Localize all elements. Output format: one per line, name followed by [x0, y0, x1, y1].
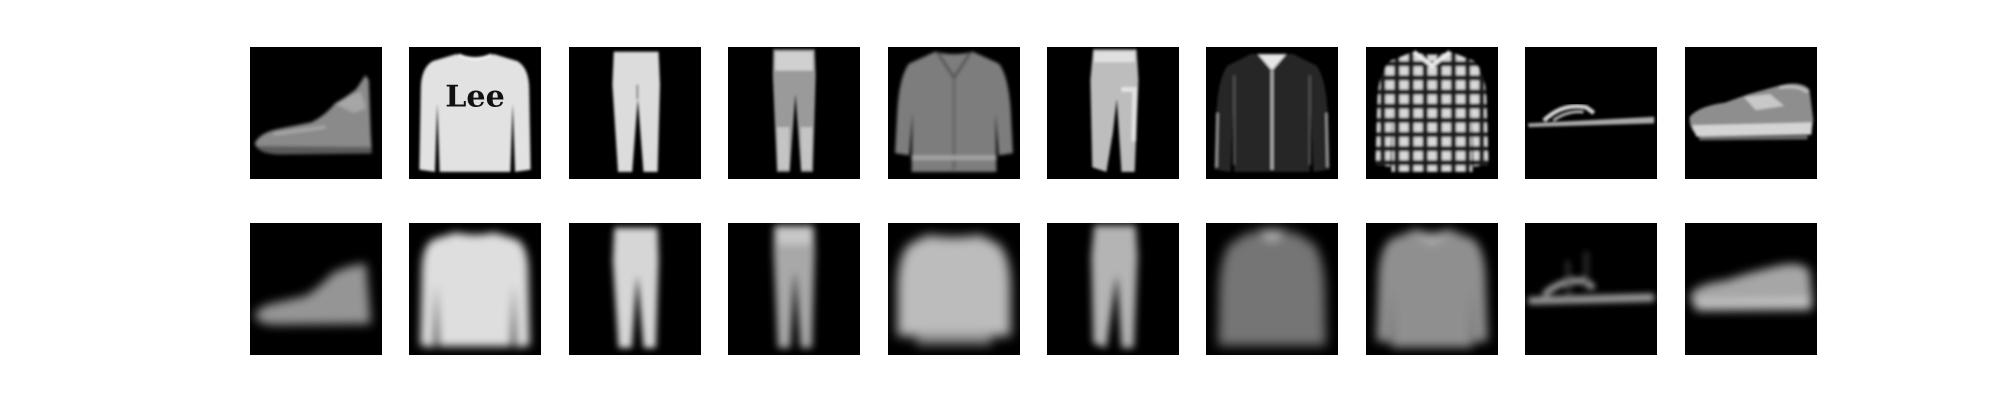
original-trouser-image	[1047, 47, 1179, 179]
reconstruction-ankle-boot-image	[250, 223, 382, 355]
original-trouser-image	[728, 47, 860, 179]
reconstruction-shirt-image	[888, 223, 1020, 355]
lee-logo-text: Lee	[445, 79, 505, 114]
reconstruction-pullover-image	[409, 223, 541, 355]
reconstruction-sandal-image	[1525, 223, 1657, 355]
original-trouser-image	[569, 47, 701, 179]
original-sneaker-image	[1685, 47, 1817, 179]
original-shirt-image	[888, 47, 1020, 179]
original-ankle-boot-image	[250, 47, 382, 179]
reconstruction-shirt-image	[1366, 223, 1498, 355]
reconstruction-coat-image	[1206, 223, 1338, 355]
reconstruction-trouser-image	[569, 223, 701, 355]
reconstruction-sneaker-image	[1685, 223, 1817, 355]
reconstruction-trouser-image	[728, 223, 860, 355]
original-sandal-image	[1525, 47, 1657, 179]
original-pullover-image: Lee	[409, 47, 541, 179]
reconstruction-trouser-image	[1047, 223, 1179, 355]
original-plaid-shirt-image	[1366, 47, 1498, 179]
original-coat-image	[1206, 47, 1338, 179]
